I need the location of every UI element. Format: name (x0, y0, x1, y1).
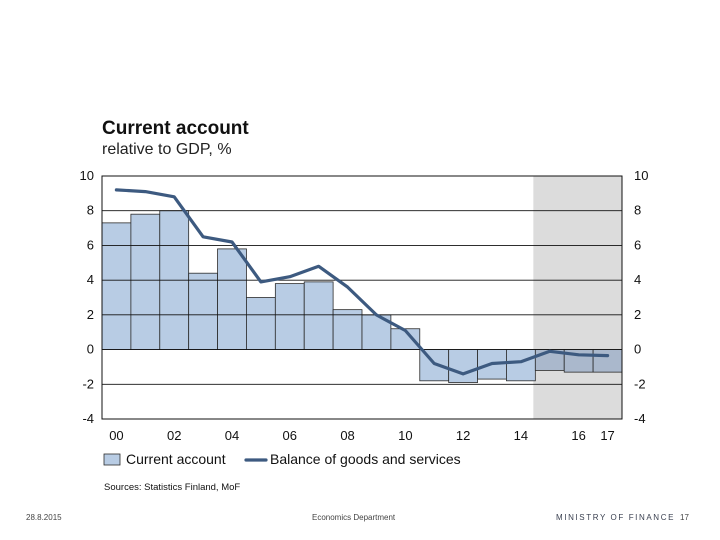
footer-date: 28.8.2015 (26, 513, 62, 522)
y-tick-right-0: 0 (634, 342, 641, 357)
bar-2014 (506, 349, 536, 382)
bar-2000 (101, 222, 132, 350)
x-tick-04: 04 (225, 428, 239, 443)
x-tick-06: 06 (283, 428, 297, 443)
bar-2001 (130, 213, 161, 350)
y-tick-left--4: -4 (82, 411, 94, 426)
y-tick-right-6: 6 (634, 237, 641, 252)
footer-department: Economics Department (312, 513, 396, 522)
y-tick-right-8: 8 (634, 203, 641, 218)
bar-2017 (592, 349, 623, 373)
x-tick-12: 12 (456, 428, 470, 443)
y-tick-left-6: 6 (87, 237, 94, 252)
y-tick-right--4: -4 (634, 411, 646, 426)
chart-subtitle: relative to GDP, % (102, 141, 232, 158)
x-tick-02: 02 (167, 428, 181, 443)
x-tick-08: 08 (340, 428, 354, 443)
forecast-shading (533, 176, 622, 419)
bar-2008 (332, 309, 363, 350)
legend-label-balance: Balance of goods and services (270, 451, 461, 467)
bar-2006 (274, 283, 305, 350)
y-tick-left-4: 4 (87, 272, 94, 287)
footer-page-number: 17 (680, 513, 689, 522)
y-tick-right-2: 2 (634, 307, 641, 322)
bar-2005 (246, 297, 276, 350)
bar-2004 (217, 248, 247, 350)
x-tick-16: 16 (571, 428, 585, 443)
x-tick-17: 17 (600, 428, 614, 443)
plot-frame (101, 175, 623, 420)
y-tick-left-2: 2 (87, 307, 94, 322)
legend-swatch-current-account (103, 453, 121, 466)
y-tick-right-4: 4 (634, 272, 641, 287)
x-tick-10: 10 (398, 428, 412, 443)
y-tick-left-8: 8 (87, 203, 94, 218)
y-tick-left--2: -2 (82, 376, 94, 391)
y-tick-left-0: 0 (87, 342, 94, 357)
y-tick-right-10: 10 (634, 168, 648, 183)
balance-line (114, 188, 610, 376)
bar-2003 (188, 272, 218, 350)
chart-title: Current account (102, 118, 249, 139)
footer-ministry-logo: MINISTRY OF FINANCE (556, 513, 676, 522)
x-tick-00: 00 (109, 428, 123, 443)
y-tick-left-10: 10 (80, 168, 94, 183)
y-tick-right--2: -2 (634, 376, 646, 391)
legend-label-current-account: Current account (126, 451, 226, 467)
bar-2007 (303, 281, 334, 350)
source-note: Sources: Statistics Finland, MoF (104, 482, 241, 493)
x-tick-14: 14 (514, 428, 528, 443)
bar-2012 (448, 349, 478, 383)
